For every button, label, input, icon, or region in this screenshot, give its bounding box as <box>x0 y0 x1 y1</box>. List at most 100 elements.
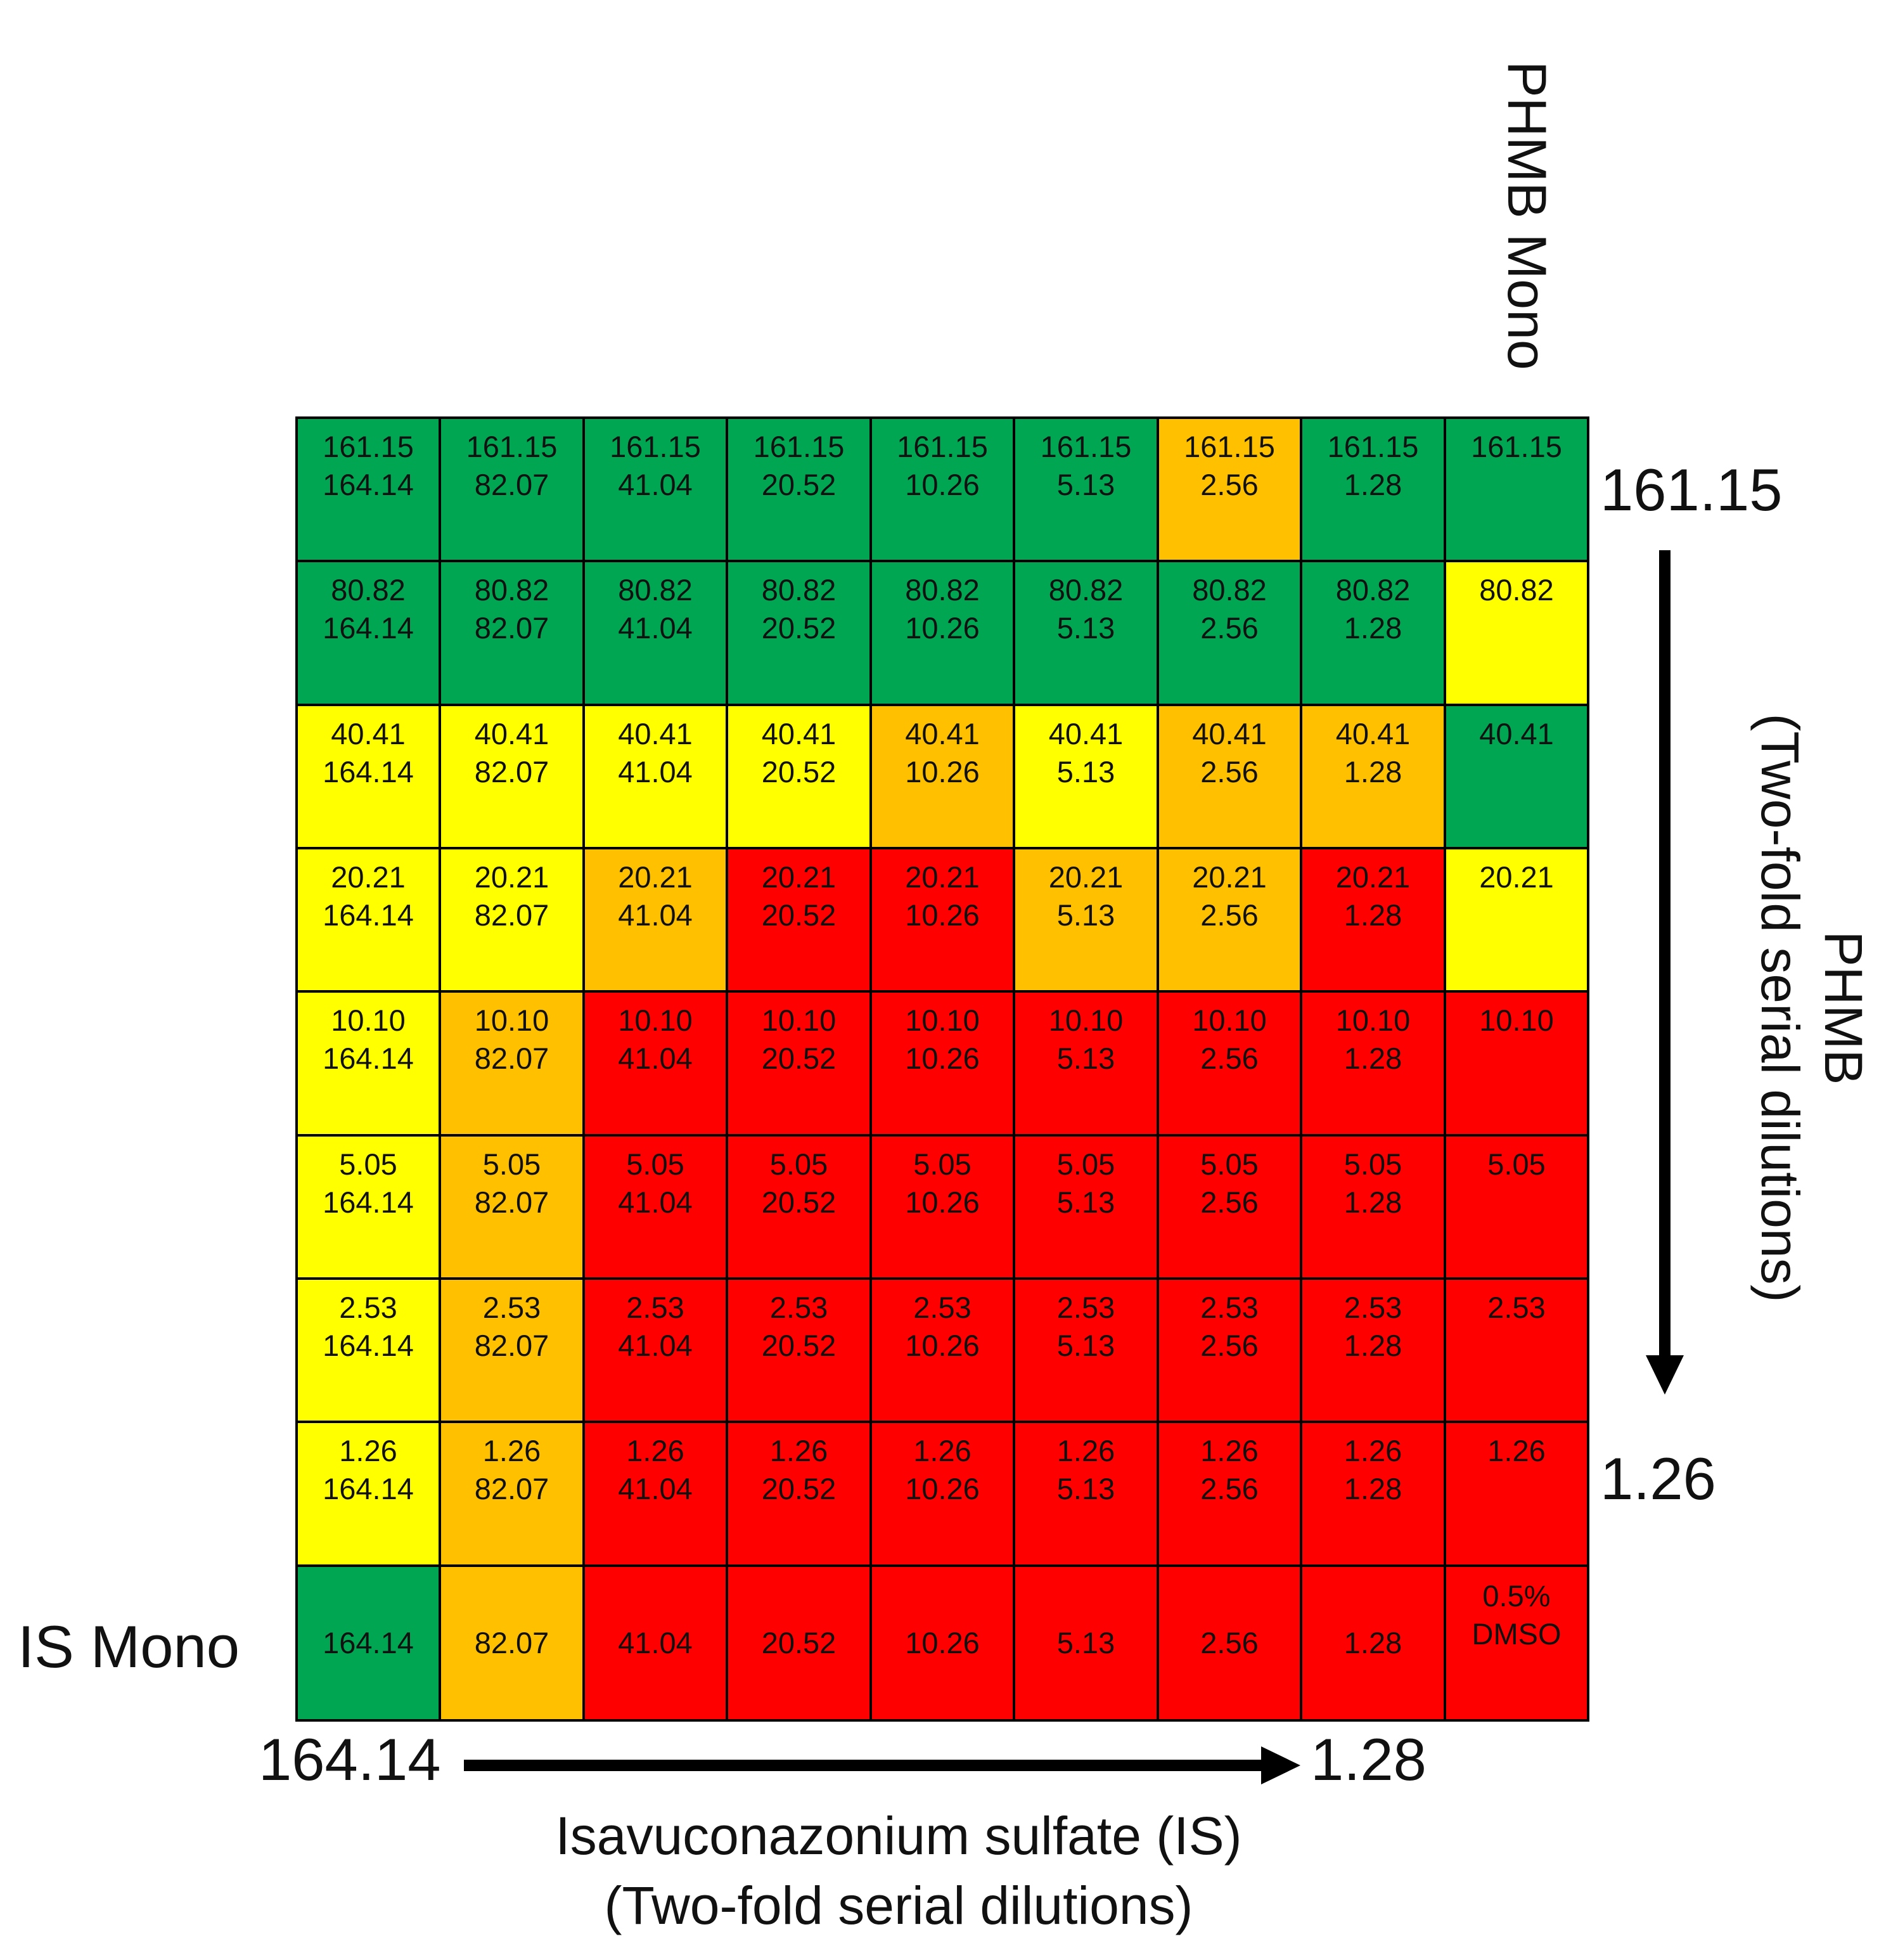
x-axis-end-value: 1.28 <box>1311 1726 1427 1793</box>
cell-label-r2-c4-line1: 80.82 <box>762 573 837 607</box>
heatmap-cell-r5-c9 <box>1444 990 1589 1137</box>
heatmap-cell-r2-c3 <box>582 560 728 706</box>
cell-label-r6-c4-line2: 20.52 <box>762 1185 837 1219</box>
heatmap-cell-r3-c7 <box>1157 704 1302 849</box>
cell-label-r1-c2-line2: 82.07 <box>475 468 549 501</box>
cell-label-r9-c1-line1: 164.14 <box>323 1626 414 1660</box>
cell-label-r2-c2-line2: 82.07 <box>475 611 549 645</box>
heatmap-cell-r1-c2 <box>439 416 585 562</box>
heatmap-cell-r5-c6 <box>1013 990 1159 1137</box>
cell-label-r9-c8-line1: 1.28 <box>1344 1626 1402 1660</box>
cell-label-r8-c7-line1: 1.26 <box>1200 1434 1258 1467</box>
heatmap-cell-r4-c9 <box>1444 847 1589 993</box>
cell-label-r9-c9-line2: DMSO <box>1472 1617 1562 1651</box>
cell-label-r7-c2-line1: 2.53 <box>483 1291 541 1324</box>
heatmap-cells: 161.15 164.14 161.15 82.07 161.15 41.04 161.15… <box>295 416 1589 1722</box>
cell-label-r9-c7-line1: 2.56 <box>1200 1626 1258 1660</box>
cell-label-r1-c6-line2: 5.13 <box>1057 468 1115 501</box>
cell-label-r6-c8-line1: 5.05 <box>1344 1147 1402 1181</box>
cell-label-r6-c9-line1: 5.05 <box>1487 1147 1545 1181</box>
cell-label-r3-c1-line2: 164.14 <box>323 755 414 789</box>
heatmap-cell-r1-c3 <box>582 416 728 562</box>
x-axis-title-line2: (Two-fold serial dilutions) <box>604 1876 1193 1935</box>
heatmap-cell-r3-c5 <box>869 704 1015 849</box>
cell-label-r4-c9-line1: 20.21 <box>1479 860 1554 894</box>
cell-label-r4-c4-line1: 20.21 <box>762 860 837 894</box>
cell-label-r3-c6-line2: 5.13 <box>1057 755 1115 789</box>
cell-label-r5-c8-line2: 1.28 <box>1344 1041 1402 1075</box>
cell-label-r4-c1-line1: 20.21 <box>331 860 406 894</box>
cell-label-r2-c8-line1: 80.82 <box>1336 573 1411 607</box>
cell-label-r4-c6-line1: 20.21 <box>1049 860 1124 894</box>
cell-label-r6-c7-line1: 5.05 <box>1200 1147 1258 1181</box>
cell-label-r8-c3-line2: 41.04 <box>618 1472 693 1505</box>
heatmap-cell-r5-c3 <box>582 990 728 1137</box>
cell-label-r4-c8-line1: 20.21 <box>1336 860 1411 894</box>
cell-label-r5-c1-line1: 10.10 <box>331 1003 406 1037</box>
heatmap-cell-r3-c1 <box>295 704 441 849</box>
heatmap-cell-r9-c1 <box>295 1564 441 1722</box>
cell-label-r5-c5-line1: 10.10 <box>905 1003 980 1037</box>
heatmap-cell-r3-c9 <box>1444 704 1589 849</box>
cell-label-r8-c2-line2: 82.07 <box>475 1472 549 1505</box>
cell-label-r5-c2-line2: 82.07 <box>475 1041 549 1075</box>
cell-label-r5-c9-line1: 10.10 <box>1479 1003 1554 1037</box>
heatmap-cell-r6-c5 <box>869 1134 1015 1280</box>
cell-label-r6-c2-line1: 5.05 <box>483 1147 541 1181</box>
cell-label-r2-c1-line1: 80.82 <box>331 573 406 607</box>
cell-label-r3-c5-line2: 10.26 <box>905 755 980 789</box>
cell-label-r5-c7-line1: 10.10 <box>1192 1003 1267 1037</box>
heatmap-cell-r2-c8 <box>1300 560 1446 706</box>
heatmap-cell-r6-c2 <box>439 1134 585 1280</box>
x-axis-title-line1: Isavuconazonium sulfate (IS) <box>555 1806 1241 1866</box>
heatmap-cell-r6-c3 <box>582 1134 728 1280</box>
cell-label-r2-c2-line1: 80.82 <box>475 573 549 607</box>
y-axis-arrow <box>1646 550 1684 1395</box>
cell-label-r6-c7-line2: 2.56 <box>1200 1185 1258 1219</box>
heatmap-cell-r2-c5 <box>869 560 1015 706</box>
cell-label-r8-c7-line2: 2.56 <box>1200 1472 1258 1505</box>
cell-label-r7-c6-line1: 2.53 <box>1057 1291 1115 1324</box>
heatmap-cell-r2-c7 <box>1157 560 1302 706</box>
heatmap-cell-r3-c4 <box>726 704 872 849</box>
cell-label-r2-c3-line1: 80.82 <box>618 573 693 607</box>
cell-label-r3-c2-line2: 82.07 <box>475 755 549 789</box>
heatmap-cell-r9-c5 <box>869 1564 1015 1722</box>
heatmap-cell-r7-c1 <box>295 1277 441 1423</box>
heatmap-cell-r9-c3 <box>582 1564 728 1722</box>
heatmap-cell-r1-c1 <box>295 416 441 562</box>
cell-label-r1-c4-line1: 161.15 <box>754 430 845 463</box>
cell-label-r8-c6-line2: 5.13 <box>1057 1472 1115 1505</box>
cell-label-r8-c6-line1: 1.26 <box>1057 1434 1115 1467</box>
cell-label-r2-c6-line2: 5.13 <box>1057 611 1115 645</box>
cell-label-r1-c2-line1: 161.15 <box>466 430 558 463</box>
cell-label-r6-c3-line1: 5.05 <box>626 1147 684 1181</box>
heatmap-cell-r7-c5 <box>869 1277 1015 1423</box>
cell-label-r8-c1-line2: 164.14 <box>323 1472 414 1505</box>
cell-label-r1-c3-line1: 161.15 <box>610 430 701 463</box>
heatmap-cell-r8-c7 <box>1157 1421 1302 1567</box>
phmb-mono-label: PHMB Mono <box>1496 61 1557 370</box>
cell-label-r7-c7-line1: 2.53 <box>1200 1291 1258 1324</box>
cell-label-r7-c5-line1: 2.53 <box>913 1291 971 1324</box>
cell-label-r6-c5-line1: 5.05 <box>913 1147 971 1181</box>
cell-label-r6-c3-line2: 41.04 <box>618 1185 693 1219</box>
cell-label-r8-c5-line1: 1.26 <box>913 1434 971 1467</box>
cell-label-r9-c3-line1: 41.04 <box>618 1626 693 1660</box>
y-axis-title-line1: PHMB <box>1814 931 1873 1085</box>
cell-label-r5-c6-line2: 5.13 <box>1057 1041 1115 1075</box>
cell-label-r5-c7-line2: 2.56 <box>1200 1041 1258 1075</box>
cell-label-r1-c8-line1: 161.15 <box>1328 430 1419 463</box>
heatmap-cell-r9-c7 <box>1157 1564 1302 1722</box>
cell-label-r3-c9-line1: 40.41 <box>1479 717 1554 751</box>
cell-label-r9-c5-line1: 10.26 <box>905 1626 980 1660</box>
heatmap-cell-r7-c7 <box>1157 1277 1302 1423</box>
cell-label-r2-c9-line1: 80.82 <box>1479 573 1554 607</box>
heatmap-cell-r7-c2 <box>439 1277 585 1423</box>
cell-label-r1-c8-line2: 1.28 <box>1344 468 1402 501</box>
cell-label-r4-c5-line2: 10.26 <box>905 898 980 932</box>
cell-label-r1-c1-line1: 161.15 <box>323 430 414 463</box>
heatmap-cell-r3-c3 <box>582 704 728 849</box>
cell-label-r8-c5-line2: 10.26 <box>905 1472 980 1505</box>
cell-label-r8-c3-line1: 1.26 <box>626 1434 684 1467</box>
